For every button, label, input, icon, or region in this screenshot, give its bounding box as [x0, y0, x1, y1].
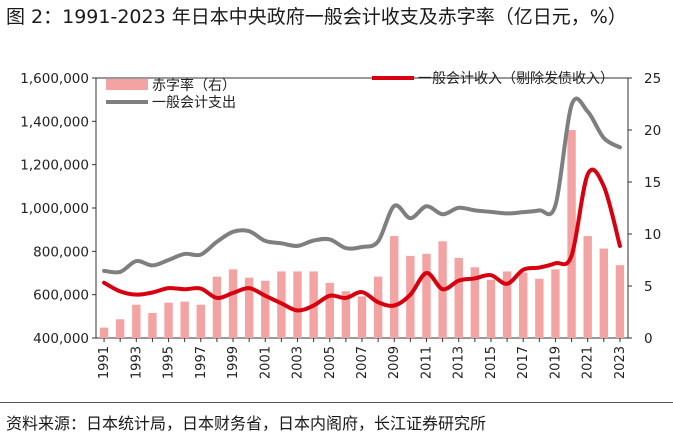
- left-tick-label: 1,600,000: [20, 71, 89, 87]
- tick-label-layer: 400,000 600,000 800,000 1,000,000 1,200,000 1…: [20, 71, 661, 379]
- bar-deficit-2018: [535, 278, 544, 338]
- left-tick-label: 400,000: [33, 331, 89, 347]
- bar-deficit-2007: [357, 296, 367, 338]
- x-tick-label: 1997: [194, 346, 209, 379]
- bar-deficit-2011: [422, 253, 431, 338]
- bar-deficit-2006: [341, 291, 351, 338]
- x-tick-label: 2017: [516, 346, 531, 379]
- legend-label-deficit: 赤字率（右）: [152, 77, 236, 94]
- x-tick-label: 2005: [323, 346, 338, 379]
- bar-deficit-2015: [486, 279, 496, 338]
- source-note: 资料来源：日本统计局，日本财务省，日本内阁府，长江证券研究所: [6, 414, 487, 433]
- legend-label-expenditure: 一般会计支出: [152, 95, 236, 111]
- bar-deficit-2009: [390, 236, 399, 338]
- x-tick-label: 2021: [581, 346, 596, 379]
- bar-deficit-2017: [519, 272, 528, 338]
- bar-deficit-1994: [148, 313, 157, 338]
- line-layer: [102, 96, 622, 313]
- bar-deficit-1991: [99, 327, 109, 338]
- x-tick-label: 1995: [162, 346, 177, 379]
- legend-swatch-deficit: [106, 79, 148, 90]
- bar-deficit-2022: [599, 248, 609, 338]
- line-revenue: [102, 167, 622, 313]
- bar-deficit-2019: [551, 269, 560, 338]
- x-tick-label: 2013: [452, 346, 467, 379]
- legend: 赤字率（右）一般会计支出 一般会计收入（剔除发债收入）: [106, 71, 614, 111]
- chart-title: 图 2：1991-2023 年日本中央政府一般会计收支及赤字率（亿日元，%）: [6, 6, 627, 28]
- bar-deficit-2003: [293, 271, 302, 338]
- bar-deficit-2000: [244, 277, 254, 338]
- bar-deficit-2023: [615, 265, 625, 338]
- x-tick-label: 2023: [613, 346, 628, 379]
- bar-layer: [99, 130, 625, 338]
- left-tick-label: 800,000: [33, 244, 89, 260]
- left-tick-label: 1,400,000: [20, 114, 89, 130]
- bar-deficit-2016: [502, 271, 512, 338]
- x-tick-label: 2011: [419, 346, 434, 379]
- right-tick-label: 15: [644, 175, 661, 191]
- x-tick-label: 2019: [548, 346, 563, 379]
- right-tick-label: 0: [644, 331, 653, 347]
- x-tick-label: 1991: [97, 346, 112, 379]
- left-tick-label: 1,000,000: [20, 201, 89, 217]
- bar-deficit-2005: [325, 282, 334, 338]
- bar-deficit-1995: [164, 302, 173, 338]
- axes-layer: [92, 77, 632, 342]
- x-tick-label: 2009: [387, 346, 402, 379]
- x-tick-label: 1999: [226, 346, 241, 379]
- bar-deficit-1996: [180, 301, 189, 338]
- bar-deficit-2020: [567, 130, 576, 338]
- left-tick-label: 1,200,000: [20, 158, 89, 174]
- bar-deficit-1999: [228, 269, 238, 338]
- bar-deficit-1992: [115, 319, 125, 338]
- x-tick-label: 2001: [258, 346, 273, 379]
- right-tick-label: 25: [644, 71, 661, 87]
- bar-deficit-2014: [470, 267, 480, 338]
- bar-deficit-1997: [196, 304, 205, 338]
- bar-deficit-1993: [132, 304, 141, 338]
- bar-deficit-2001: [261, 280, 270, 338]
- x-tick-label: 2007: [355, 346, 370, 379]
- right-tick-label: 5: [644, 279, 653, 295]
- x-tick-label: 2015: [484, 346, 499, 379]
- right-tick-label: 10: [644, 227, 661, 243]
- line-expenditure: [102, 96, 622, 275]
- bar-deficit-2008: [373, 276, 383, 338]
- x-tick-label: 1993: [129, 346, 144, 379]
- x-tick-label: 2003: [291, 346, 306, 379]
- footer-divider: [0, 402, 673, 403]
- bar-deficit-2013: [454, 257, 463, 338]
- left-tick-label: 600,000: [33, 288, 89, 304]
- right-tick-label: 20: [644, 123, 661, 139]
- bar-deficit-2021: [583, 236, 592, 338]
- bar-deficit-1998: [212, 276, 222, 338]
- legend-label-revenue: 一般会计收入（剔除发债收入）: [418, 71, 614, 87]
